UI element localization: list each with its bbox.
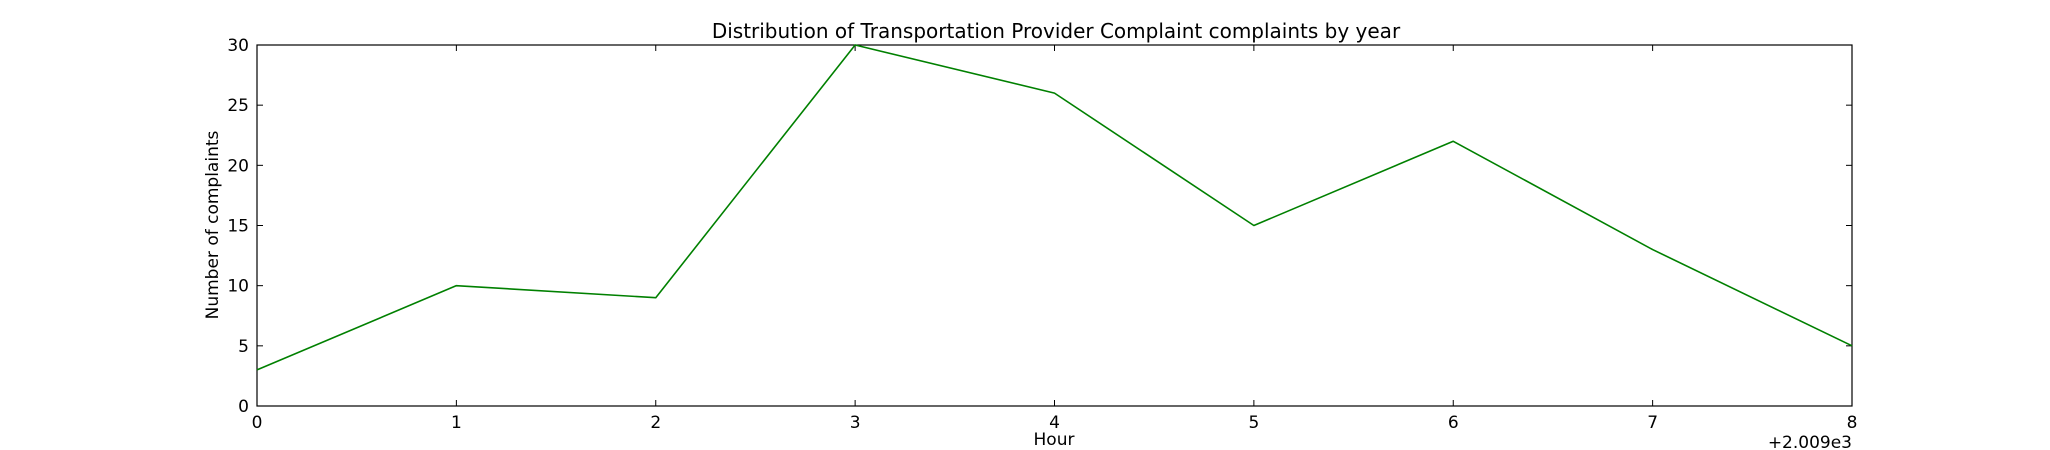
series-line-0 — [256, 44, 1853, 371]
x-tick-label: 7 — [1647, 413, 1658, 433]
y-tick-label: 5 — [238, 337, 249, 357]
y-tick-label: 20 — [227, 156, 249, 176]
chart-title: Distribution of Transportation Provider … — [712, 19, 1401, 43]
x-tick-label: 4 — [1049, 413, 1060, 433]
y-tick-label: 15 — [227, 217, 249, 237]
x-tick-label: 1 — [451, 413, 462, 433]
series-layer — [256, 44, 1853, 371]
x-tick-label: 3 — [850, 413, 861, 433]
x-axis-offset-label: +2.009e3 — [1768, 433, 1852, 450]
y-tick-label: 10 — [227, 277, 249, 297]
x-tick-label: 6 — [1448, 413, 1459, 433]
y-tick-label: 25 — [227, 96, 249, 116]
y-axis-ticks: 0 5 10 15 20 25 30 — [227, 36, 1852, 417]
x-tick-label: 8 — [1847, 413, 1858, 433]
plot-area: 0 1 2 3 4 5 6 7 8 0 5 10 15 20 25 30 — [227, 36, 1857, 433]
x-axis-ticks: 0 1 2 3 4 5 6 7 8 — [252, 45, 1858, 433]
x-tick-label: 5 — [1248, 413, 1259, 433]
x-tick-label: 2 — [650, 413, 661, 433]
y-tick-label: 30 — [227, 36, 249, 56]
x-tick-label: 0 — [252, 413, 263, 433]
y-tick-label: 0 — [238, 397, 249, 417]
y-axis-label: Number of complaints — [203, 130, 223, 319]
x-axis-label: Hour — [1034, 430, 1075, 450]
